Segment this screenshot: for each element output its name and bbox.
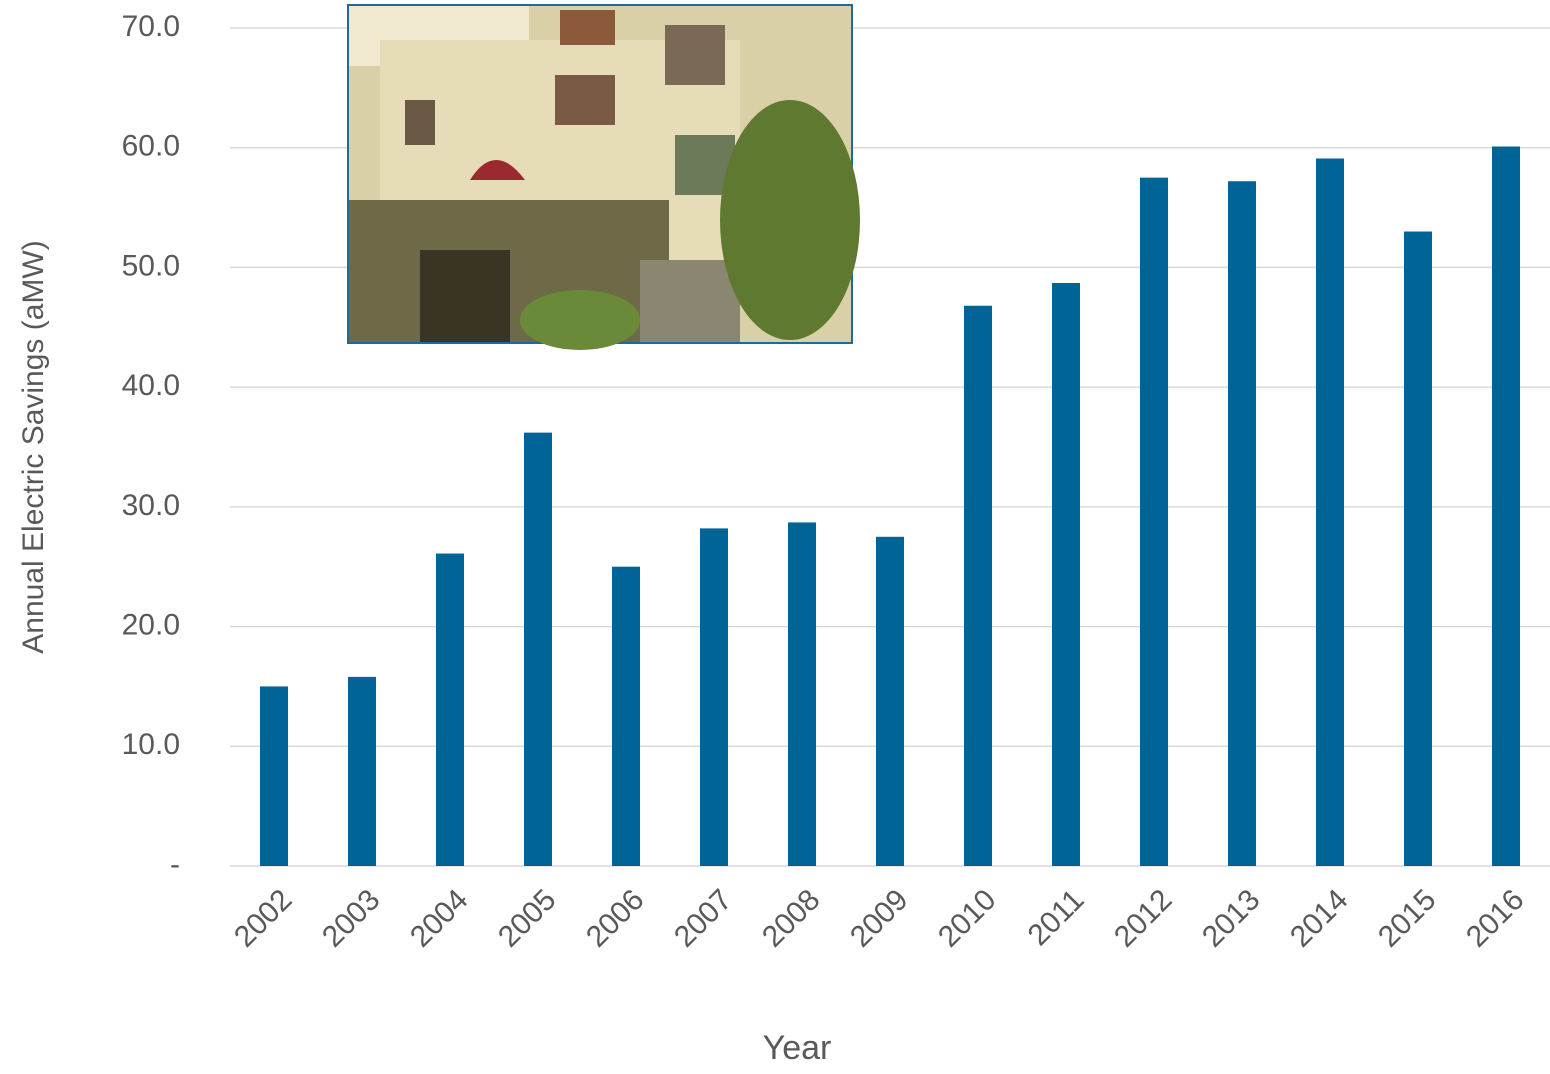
x-tick-label: 2013 <box>1196 883 1267 954</box>
bar <box>700 528 728 866</box>
bar <box>1404 231 1432 866</box>
y-tick-label: 20.0 <box>122 608 180 641</box>
photo-window <box>665 25 725 85</box>
photo-door <box>420 250 510 342</box>
bar <box>260 686 288 866</box>
photo-stairs <box>640 260 740 342</box>
x-tick-label: 2002 <box>228 883 299 954</box>
photo-window <box>555 75 615 125</box>
y-tick-label: 30.0 <box>122 489 180 522</box>
bar <box>612 566 640 866</box>
x-axis-title: Year <box>763 1029 832 1067</box>
photo-window <box>405 100 435 145</box>
y-tick-labels: - 10.0 20.0 30.0 40.0 50.0 60.0 70.0 <box>122 10 180 881</box>
photo-awning <box>470 160 525 180</box>
x-tick-label: 2014 <box>1284 883 1355 954</box>
bar <box>348 676 376 866</box>
photo-bush <box>520 290 640 350</box>
bar <box>524 432 552 866</box>
y-tick-label: - <box>170 848 180 881</box>
x-tick-label: 2004 <box>404 883 475 954</box>
photo-window <box>560 10 615 45</box>
bar <box>964 305 992 866</box>
x-tick-label: 2012 <box>1108 883 1179 954</box>
x-tick-labels: 2002 2003 2004 2005 2006 2007 2008 2009 2010 2011… <box>228 883 1531 954</box>
x-tick-label: 2009 <box>844 883 915 954</box>
bar <box>1228 181 1256 867</box>
bar <box>1492 146 1520 866</box>
x-tick-label: 2005 <box>492 883 563 954</box>
bar <box>1316 158 1344 866</box>
bar <box>1140 177 1168 867</box>
bars <box>260 146 1520 867</box>
x-tick-label: 2007 <box>668 883 739 954</box>
bar <box>436 553 464 866</box>
x-tick-label: 2008 <box>756 883 827 954</box>
photo-tree <box>720 100 860 340</box>
photo <box>347 4 860 350</box>
y-tick-label: 10.0 <box>122 728 180 761</box>
x-tick-label: 2011 <box>1022 883 1091 952</box>
y-tick-label: 60.0 <box>122 130 180 163</box>
x-tick-label: 2006 <box>580 883 651 954</box>
x-tick-label: 2003 <box>316 883 387 954</box>
y-axis-title: Annual Electric Savings (aMW) <box>17 240 50 653</box>
x-tick-label: 2015 <box>1372 883 1443 954</box>
bar <box>1052 282 1080 866</box>
y-tick-label: 40.0 <box>122 369 180 402</box>
y-tick-label: 70.0 <box>122 10 180 43</box>
bar <box>788 522 816 866</box>
x-tick-label: 2016 <box>1460 883 1531 954</box>
y-tick-label: 50.0 <box>122 249 180 282</box>
x-tick-label: 2010 <box>932 883 1003 954</box>
bar <box>876 536 904 866</box>
